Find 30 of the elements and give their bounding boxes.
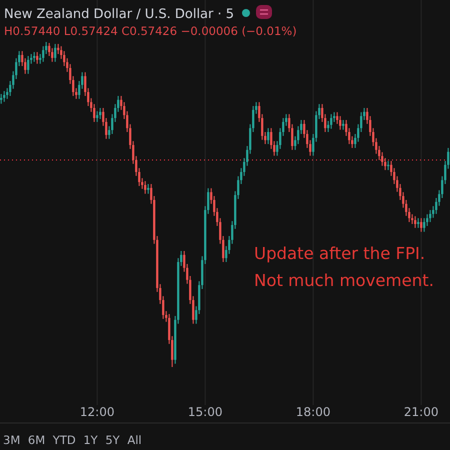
candlestick (342, 120, 344, 130)
chart-subtitle: H0.57440 L0.57424 C0.57426 −0.00006 (−0.01%) (4, 24, 297, 38)
candlestick (267, 128, 270, 145)
candlestick (420, 218, 422, 232)
candlestick (36, 52, 38, 64)
annotation: Update after the FPI. Not much movement. (254, 244, 434, 290)
candlestick (330, 114, 332, 130)
candlestick (57, 43, 60, 55)
x-tick-label: 15:00 (188, 405, 222, 419)
candlestick (417, 218, 420, 228)
candlestick (54, 43, 56, 62)
candlestick (0, 94, 2, 104)
candlestick (423, 218, 426, 232)
x-tick-label: 18:00 (296, 405, 330, 419)
candlestick (387, 160, 390, 171)
candlestick (3, 90, 6, 102)
candlestick (33, 52, 36, 62)
candlestick (147, 184, 150, 194)
candlestick (144, 180, 146, 194)
candlestick (96, 110, 98, 122)
x-tick-label: 21:00 (404, 405, 438, 419)
candlestick (414, 216, 416, 228)
x-tick-label: 12:00 (80, 405, 114, 419)
candlestick (27, 55, 30, 74)
candlestick (99, 107, 102, 120)
candlestick (429, 210, 432, 223)
text: 3M 6M YTD 1Y 5Y All (3, 433, 142, 447)
candlestick (339, 116, 342, 130)
chart-title: New Zealand Dollar / U.S. Dollar · 5 (4, 7, 234, 22)
candlestick (42, 46, 44, 62)
